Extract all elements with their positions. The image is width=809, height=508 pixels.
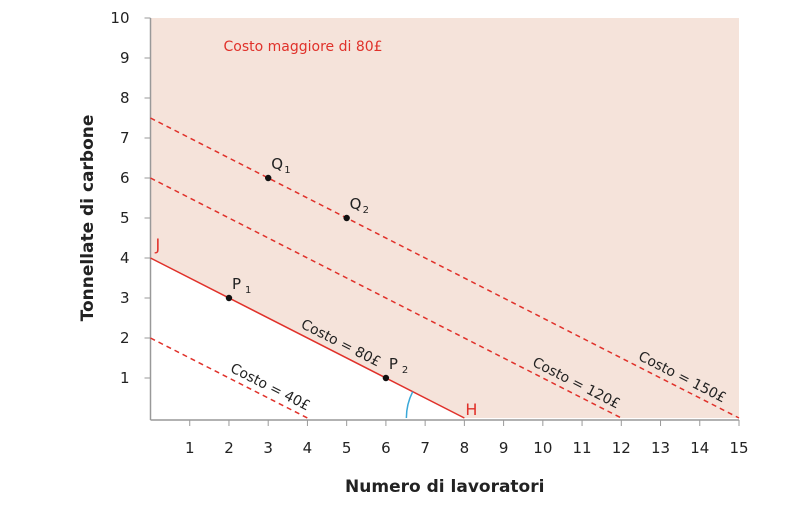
- x-tick-label: 6: [381, 439, 391, 457]
- x-tick-label: 15: [729, 439, 748, 457]
- y-tick-label: 10: [110, 9, 129, 27]
- point-label: P: [232, 275, 241, 293]
- x-tick-label: 4: [303, 439, 313, 457]
- endpoint-label-h: H: [465, 400, 477, 419]
- point-label: Q: [350, 195, 362, 213]
- data-point: [225, 294, 233, 302]
- y-tick-label: 8: [120, 89, 130, 107]
- y-tick-label: 4: [120, 249, 130, 267]
- y-tick-label: 5: [120, 209, 130, 227]
- x-tick-label: 8: [460, 439, 470, 457]
- x-tick-label: 14: [690, 439, 709, 457]
- x-tick-label: 10: [533, 439, 552, 457]
- point-label: Q: [271, 155, 283, 173]
- y-tick-label: 2: [120, 329, 130, 347]
- series-label: Costo = 40£: [228, 361, 313, 415]
- x-tick-label: 7: [420, 439, 430, 457]
- data-point: [382, 374, 390, 382]
- point-label: P: [389, 355, 398, 373]
- region-label: Costo maggiore di 80£: [224, 39, 383, 55]
- point-label-subscript: 1: [245, 285, 251, 296]
- y-tick-label: 6: [120, 169, 130, 187]
- point-label-subscript: 2: [363, 205, 369, 216]
- x-tick-label: 2: [224, 439, 234, 457]
- x-tick-label: 12: [612, 439, 631, 457]
- x-tick-label: 11: [573, 439, 592, 457]
- series-line: [150, 117, 740, 419]
- endpoint-label-j: J: [155, 235, 161, 254]
- angle-arc: [405, 391, 414, 419]
- data-point: [343, 214, 350, 222]
- x-tick-label: 5: [342, 439, 352, 457]
- x-tick-label: 1: [185, 439, 195, 457]
- x-axis-label: Numero di lavoratori: [345, 477, 544, 497]
- y-tick-label: 7: [120, 129, 130, 147]
- point-label-subscript: 2: [402, 365, 408, 376]
- x-tick-label: 9: [499, 439, 509, 457]
- y-axis-label: Tonnellate di carbone: [78, 115, 98, 322]
- series-line: [150, 337, 308, 419]
- y-tick-label: 9: [120, 49, 130, 67]
- shaded-region: [150, 18, 739, 418]
- y-tick-label: 1: [120, 369, 130, 387]
- point-label-subscript: 1: [284, 165, 290, 176]
- y-tick-label: 3: [120, 289, 130, 307]
- data-point: [265, 174, 272, 182]
- series-line: [150, 177, 622, 419]
- x-tick-label: 3: [263, 439, 273, 457]
- x-tick-label: 13: [651, 439, 670, 457]
